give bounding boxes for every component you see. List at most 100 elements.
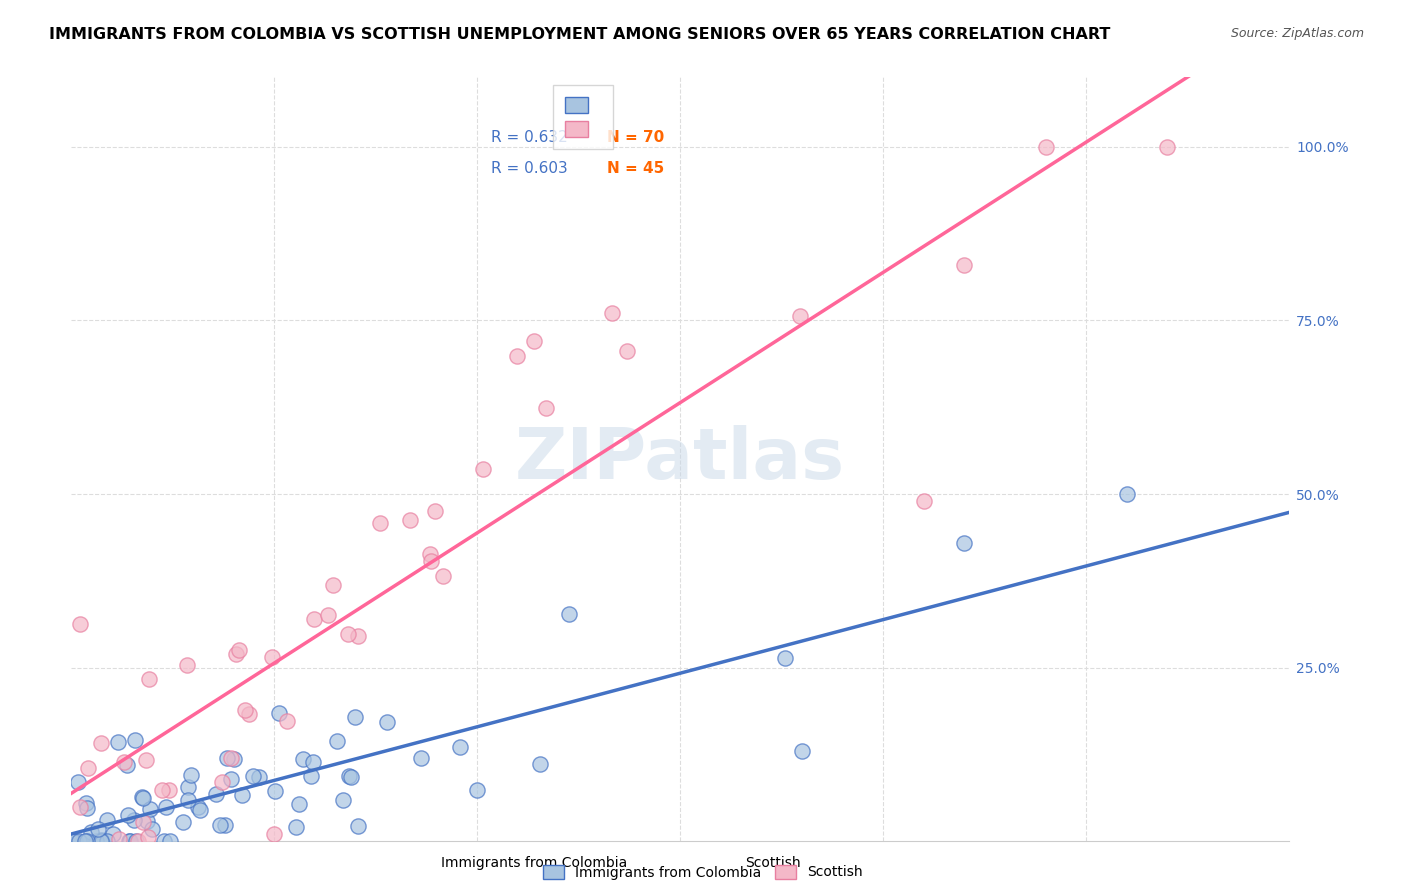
- Point: [375, 714, 398, 729]
- Point: [141, 822, 163, 836]
- Point: [214, 818, 236, 832]
- Point: [187, 800, 209, 814]
- Point: [529, 756, 551, 771]
- Point: [135, 753, 157, 767]
- Point: [228, 643, 250, 657]
- Point: [209, 818, 232, 832]
- Point: [534, 401, 557, 416]
- Text: R = 0.603: R = 0.603: [492, 161, 568, 176]
- Text: N = 70: N = 70: [607, 130, 665, 145]
- Point: [332, 793, 354, 807]
- Point: [953, 258, 976, 272]
- Point: [399, 513, 422, 527]
- Point: [176, 658, 198, 673]
- Point: [118, 834, 141, 848]
- Point: [107, 735, 129, 749]
- Point: [346, 819, 368, 833]
- Point: [419, 554, 441, 568]
- Point: [262, 650, 284, 665]
- Point: [177, 792, 200, 806]
- Point: [616, 343, 638, 358]
- Point: [132, 814, 155, 829]
- Point: [472, 462, 495, 476]
- Text: ZIPatlas: ZIPatlas: [515, 425, 845, 494]
- Point: [132, 790, 155, 805]
- Point: [1035, 140, 1057, 154]
- Point: [912, 494, 935, 508]
- Point: [523, 334, 546, 348]
- Point: [108, 832, 131, 847]
- Point: [465, 783, 488, 797]
- Point: [155, 799, 177, 814]
- Point: [112, 755, 135, 769]
- Text: R = 0.632: R = 0.632: [492, 130, 568, 145]
- Point: [139, 802, 162, 816]
- Legend: , : ,: [553, 85, 613, 149]
- Point: [125, 834, 148, 848]
- Text: Source: ZipAtlas.com: Source: ZipAtlas.com: [1230, 27, 1364, 40]
- Point: [233, 703, 256, 717]
- Point: [157, 783, 180, 797]
- Point: [150, 783, 173, 797]
- Point: [344, 710, 367, 724]
- Point: [238, 707, 260, 722]
- Point: [299, 769, 322, 783]
- Point: [90, 736, 112, 750]
- Point: [76, 801, 98, 815]
- Point: [76, 834, 98, 848]
- Point: [558, 607, 581, 621]
- Point: [219, 772, 242, 787]
- Point: [409, 751, 432, 765]
- Point: [136, 830, 159, 844]
- Point: [1115, 487, 1137, 501]
- Point: [136, 814, 159, 829]
- Point: [602, 305, 624, 319]
- Point: [773, 651, 796, 665]
- Point: [267, 706, 290, 721]
- Point: [62, 834, 84, 848]
- Point: [188, 803, 211, 817]
- Point: [117, 808, 139, 822]
- Point: [172, 814, 194, 829]
- Point: [337, 769, 360, 783]
- Point: [304, 612, 326, 626]
- Point: [284, 820, 307, 834]
- Point: [177, 780, 200, 794]
- Point: [276, 714, 298, 729]
- Point: [87, 822, 110, 836]
- Point: [80, 824, 103, 838]
- Point: [159, 834, 181, 848]
- Point: [69, 800, 91, 814]
- Point: [219, 751, 242, 765]
- Point: [205, 787, 228, 801]
- Point: [449, 740, 471, 755]
- Point: [75, 796, 97, 810]
- Point: [347, 628, 370, 642]
- Point: [263, 827, 285, 841]
- Point: [127, 834, 149, 848]
- Point: [953, 535, 976, 549]
- Point: [224, 751, 246, 765]
- Point: [90, 833, 112, 847]
- Point: [242, 769, 264, 783]
- Text: Scottish: Scottish: [745, 855, 801, 870]
- Point: [131, 789, 153, 804]
- Point: [339, 770, 361, 784]
- Point: [124, 732, 146, 747]
- Point: [152, 834, 174, 848]
- Point: [316, 608, 339, 623]
- Point: [506, 349, 529, 363]
- Point: [301, 755, 323, 769]
- Point: [120, 834, 142, 848]
- Point: [326, 734, 349, 748]
- Point: [122, 814, 145, 828]
- Point: [180, 768, 202, 782]
- Point: [789, 310, 811, 324]
- Point: [292, 752, 315, 766]
- Point: [790, 744, 813, 758]
- Point: [418, 547, 440, 561]
- Point: [96, 813, 118, 827]
- Point: [96, 834, 118, 848]
- Point: [66, 775, 89, 789]
- Text: N = 45: N = 45: [607, 161, 665, 176]
